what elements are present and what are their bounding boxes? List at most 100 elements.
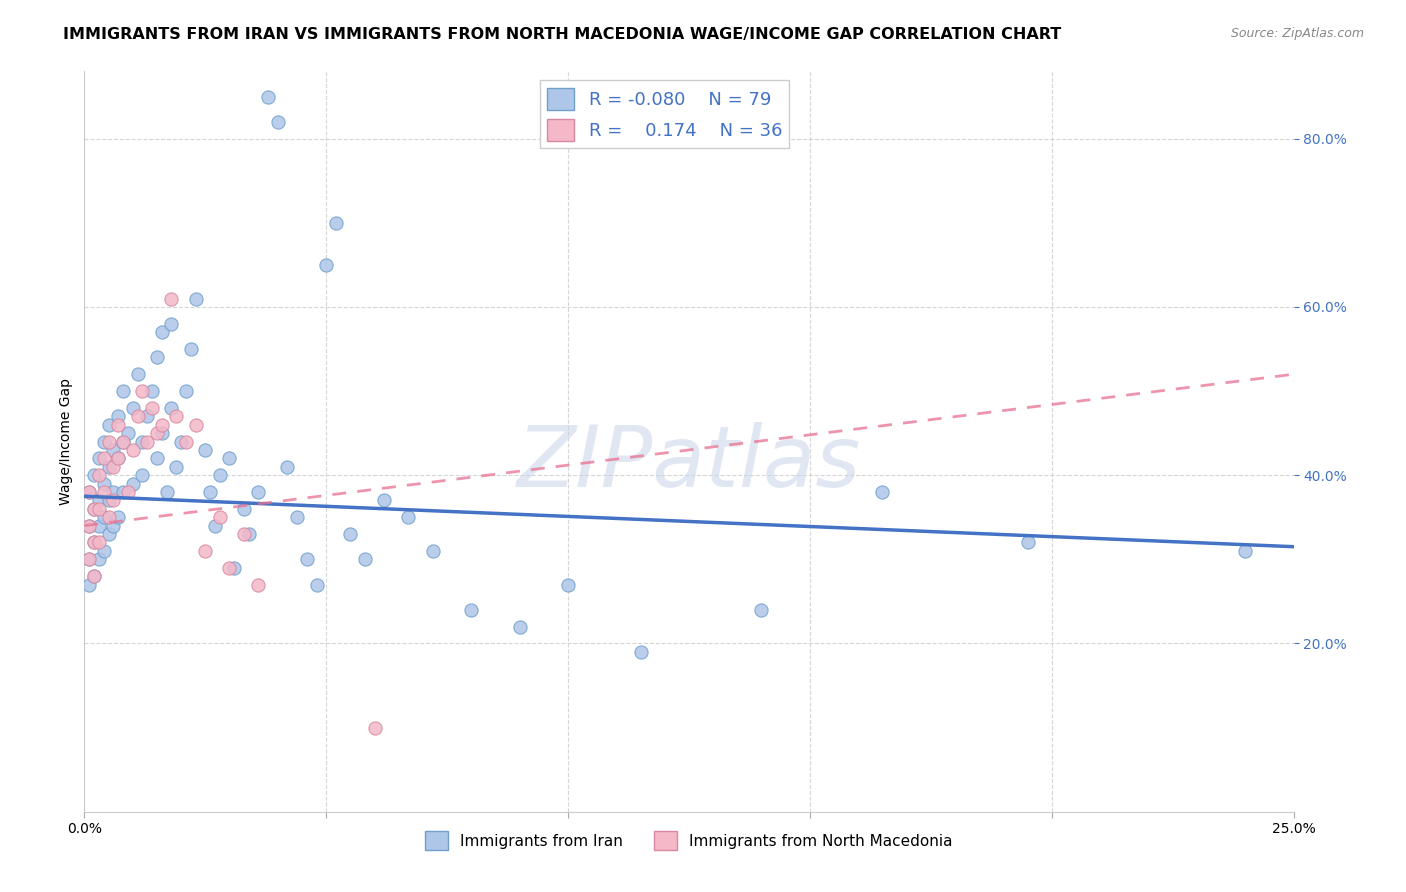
Point (77, 518, 100, 533)
Point (117, 485, 139, 500)
Point (103, 493, 125, 508)
Point (97, 417, 120, 432)
Point (247, 577, 270, 591)
Point (103, 442, 125, 457)
Point (165, 409, 187, 424)
Point (121, 442, 143, 457)
Point (117, 426, 139, 441)
Point (112, 485, 135, 500)
Point (267, 115, 290, 129)
Point (112, 434, 135, 449)
Point (194, 544, 217, 558)
Point (160, 401, 183, 415)
Point (194, 442, 217, 457)
Point (87, 518, 110, 533)
Point (112, 434, 135, 449)
Point (557, 577, 579, 591)
Point (77, 552, 100, 566)
Point (103, 518, 125, 533)
Point (238, 527, 260, 541)
Point (363, 721, 385, 735)
Point (204, 518, 226, 533)
Point (83, 535, 105, 549)
Point (141, 401, 163, 415)
Point (146, 351, 169, 365)
Point (97, 493, 120, 508)
Point (77, 485, 100, 500)
Point (136, 434, 159, 449)
Point (630, 645, 652, 659)
Point (198, 485, 221, 500)
Point (136, 409, 159, 424)
Point (97, 527, 120, 541)
Point (77, 577, 100, 591)
Point (127, 409, 149, 424)
Point (150, 417, 173, 432)
Point (180, 342, 202, 356)
Point (354, 552, 377, 566)
Point (93, 434, 115, 449)
Point (97, 459, 120, 474)
Point (233, 527, 256, 541)
Point (218, 451, 240, 466)
Text: Source: ZipAtlas.com: Source: ZipAtlas.com (1230, 27, 1364, 40)
Point (83, 535, 105, 549)
Point (276, 459, 298, 474)
Point (174, 434, 197, 449)
Point (208, 468, 231, 483)
Point (146, 426, 169, 441)
Text: IMMIGRANTS FROM IRAN VS IMMIGRANTS FROM NORTH MACEDONIA WAGE/INCOME GAP CORRELAT: IMMIGRANTS FROM IRAN VS IMMIGRANTS FROM … (63, 27, 1062, 42)
Point (131, 384, 153, 398)
Legend: Immigrants from Iran, Immigrants from North Macedonia: Immigrants from Iran, Immigrants from No… (419, 825, 959, 856)
Point (107, 451, 129, 466)
Point (131, 434, 153, 449)
Point (315, 258, 337, 272)
Point (339, 527, 361, 541)
Point (422, 544, 444, 558)
Point (1234, 544, 1257, 558)
Point (295, 552, 318, 566)
Point (872, 485, 894, 500)
Point (97, 434, 120, 449)
Text: ZIPatlas: ZIPatlas (517, 422, 860, 505)
Point (83, 569, 105, 583)
Point (155, 485, 177, 500)
Y-axis label: Wage/Income Gap: Wage/Income Gap (59, 378, 73, 505)
Point (103, 459, 125, 474)
Point (77, 485, 100, 500)
Point (93, 544, 115, 558)
Point (218, 560, 240, 574)
Point (373, 493, 395, 508)
Point (107, 417, 129, 432)
Point (305, 577, 328, 591)
Point (509, 619, 531, 633)
Point (170, 434, 193, 449)
Point (146, 451, 169, 466)
Point (97, 510, 120, 524)
Point (460, 603, 482, 617)
Point (396, 510, 419, 524)
Point (112, 384, 135, 398)
Point (77, 552, 100, 566)
Point (87, 501, 110, 516)
Point (87, 552, 110, 566)
Point (160, 292, 183, 306)
Point (93, 485, 115, 500)
Point (83, 468, 105, 483)
Point (107, 451, 129, 466)
Point (325, 216, 347, 230)
Point (150, 426, 173, 441)
Point (93, 451, 115, 466)
Point (131, 468, 153, 483)
Point (87, 535, 110, 549)
Point (83, 501, 105, 516)
Point (87, 451, 110, 466)
Point (285, 510, 308, 524)
Point (83, 501, 105, 516)
Point (103, 485, 125, 500)
Point (208, 510, 231, 524)
Point (184, 417, 207, 432)
Point (160, 317, 183, 331)
Point (224, 560, 246, 574)
Point (87, 493, 110, 508)
